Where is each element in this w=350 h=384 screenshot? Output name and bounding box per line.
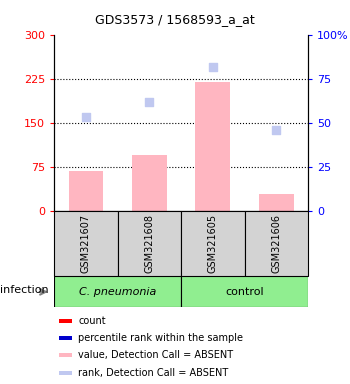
Bar (259, 194, 294, 211)
Bar (60, 336, 72, 340)
Bar (245, 211, 308, 276)
Text: GSM321605: GSM321605 (208, 214, 218, 273)
Bar (60, 353, 72, 357)
Bar (132, 155, 167, 211)
Bar (118, 211, 181, 276)
Bar (69, 171, 103, 211)
Bar (54, 211, 118, 276)
Bar (60, 371, 72, 376)
Text: GDS3573 / 1568593_a_at: GDS3573 / 1568593_a_at (95, 13, 255, 26)
Text: GSM321606: GSM321606 (271, 214, 281, 273)
Text: count: count (78, 316, 106, 326)
Point (273, 127, 279, 133)
Text: percentile rank within the sample: percentile rank within the sample (78, 333, 243, 343)
Text: infection: infection (0, 285, 49, 295)
Text: GSM321607: GSM321607 (81, 214, 91, 273)
Bar (181, 276, 308, 307)
Point (147, 99, 152, 105)
Bar (60, 319, 72, 323)
Bar (181, 211, 245, 276)
Bar (54, 276, 181, 307)
Text: value, Detection Call = ABSENT: value, Detection Call = ABSENT (78, 350, 233, 360)
Text: rank, Detection Call = ABSENT: rank, Detection Call = ABSENT (78, 368, 229, 378)
Text: control: control (225, 287, 264, 297)
Text: C. pneumonia: C. pneumonia (79, 287, 156, 297)
Text: GSM321608: GSM321608 (145, 214, 154, 273)
Point (83, 114, 89, 120)
Bar (195, 82, 230, 211)
Point (210, 64, 216, 70)
